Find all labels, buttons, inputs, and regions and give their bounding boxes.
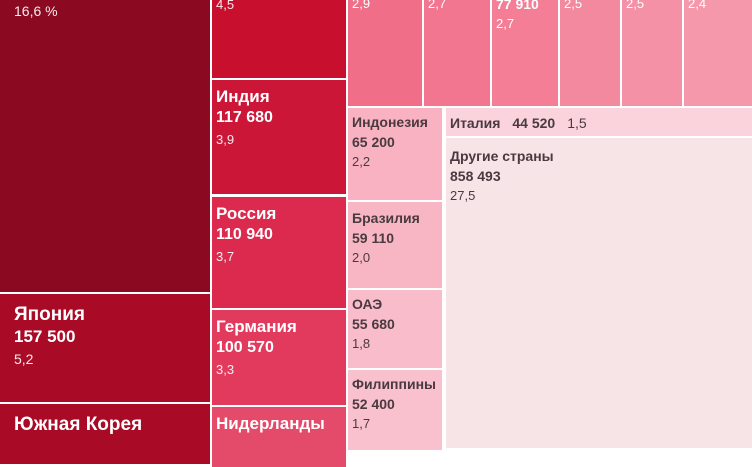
cell-percent: 16,6 % (14, 3, 58, 19)
cell-value: 858 493 (450, 168, 501, 184)
cell-percent: 2,5 (626, 0, 645, 11)
cell-percent: 2,7 (428, 0, 447, 11)
cell-percent: 2,9 (352, 0, 371, 11)
cell-percent: 2,0 (352, 250, 371, 265)
cell-percent: 5,2 (14, 351, 34, 367)
cell-name: ОАЭ (352, 296, 383, 312)
cell-percent: 2,2 (352, 154, 371, 169)
cell-value: 100 570 (216, 339, 274, 356)
cell-name: Япония (14, 304, 85, 325)
cell-name: Южная Корея (14, 414, 143, 435)
cell-value: 59 110 (352, 230, 395, 246)
cell-name: Нидерланды (216, 414, 325, 433)
treemap-cell: Индонезия 65 200 2,2 (348, 108, 442, 200)
cell-percent: 2,7 (496, 16, 515, 31)
treemap-cell: Япония 157 500 5,2 (0, 294, 210, 402)
cell-value: 77 910 (496, 0, 539, 12)
cell-percent: 3,9 (216, 132, 235, 147)
treemap-cell: Италия 44 520 1,5 (446, 108, 752, 136)
cell-name: Индия (216, 87, 270, 106)
cell-percent: 1,7 (352, 416, 371, 431)
cell-percent: 2,5 (564, 0, 583, 11)
treemap-cell: 2,9 (348, 0, 422, 106)
treemap-cell: Бразилия 59 110 2,0 (348, 202, 442, 288)
treemap-cell: ОАЭ 55 680 1,8 (348, 290, 442, 368)
cell-name: Россия (216, 204, 277, 223)
treemap-cell: 16,6 % (0, 0, 210, 292)
cell-percent: 3,3 (216, 362, 235, 377)
cell-name: Индонезия (352, 114, 428, 130)
cell-percent: 1,5 (567, 115, 587, 131)
treemap-cell: 2,7 (424, 0, 490, 106)
treemap-cell: 77 910 2,7 (492, 0, 558, 106)
treemap-cell: Другие страны 858 493 27,5 (446, 138, 752, 448)
cell-value: 44 520 (512, 115, 556, 131)
treemap-cell: Германия 100 570 3,3 (212, 310, 346, 405)
cell-percent: 27,5 (450, 188, 476, 203)
cell-name: Бразилия (352, 210, 420, 226)
treemap-cell: Филиппины 52 400 1,7 (348, 370, 442, 450)
cell-percent: 4,5 (216, 0, 235, 12)
cell-value: 110 940 (216, 226, 273, 243)
cell-name: Филиппины (352, 376, 436, 392)
cell-name: Италия (450, 115, 501, 131)
treemap-cell: 2,4 (684, 0, 752, 106)
cell-percent: 3,7 (216, 249, 235, 264)
treemap-cell: 2,5 (560, 0, 620, 106)
treemap-cell: 4,5 (212, 0, 346, 78)
treemap-cell: Южная Корея (0, 404, 210, 464)
cell-value: 52 400 (352, 396, 395, 412)
cell-percent: 2,4 (688, 0, 707, 11)
treemap-cell: Россия 110 940 3,7 (212, 197, 346, 308)
cell-name: Другие страны (450, 148, 554, 164)
cell-value: 157 500 (14, 327, 76, 346)
cell-name: Германия (216, 317, 297, 336)
cell-value: 117 680 (216, 109, 273, 126)
treemap-cell: Индия 117 680 3,9 (212, 80, 346, 194)
treemap-cell: Нидерланды (212, 407, 346, 467)
cell-value: 55 680 (352, 316, 395, 332)
cell-percent: 1,8 (352, 336, 371, 351)
treemap-cell: 2,5 (622, 0, 682, 106)
cell-value: 65 200 (352, 134, 395, 150)
